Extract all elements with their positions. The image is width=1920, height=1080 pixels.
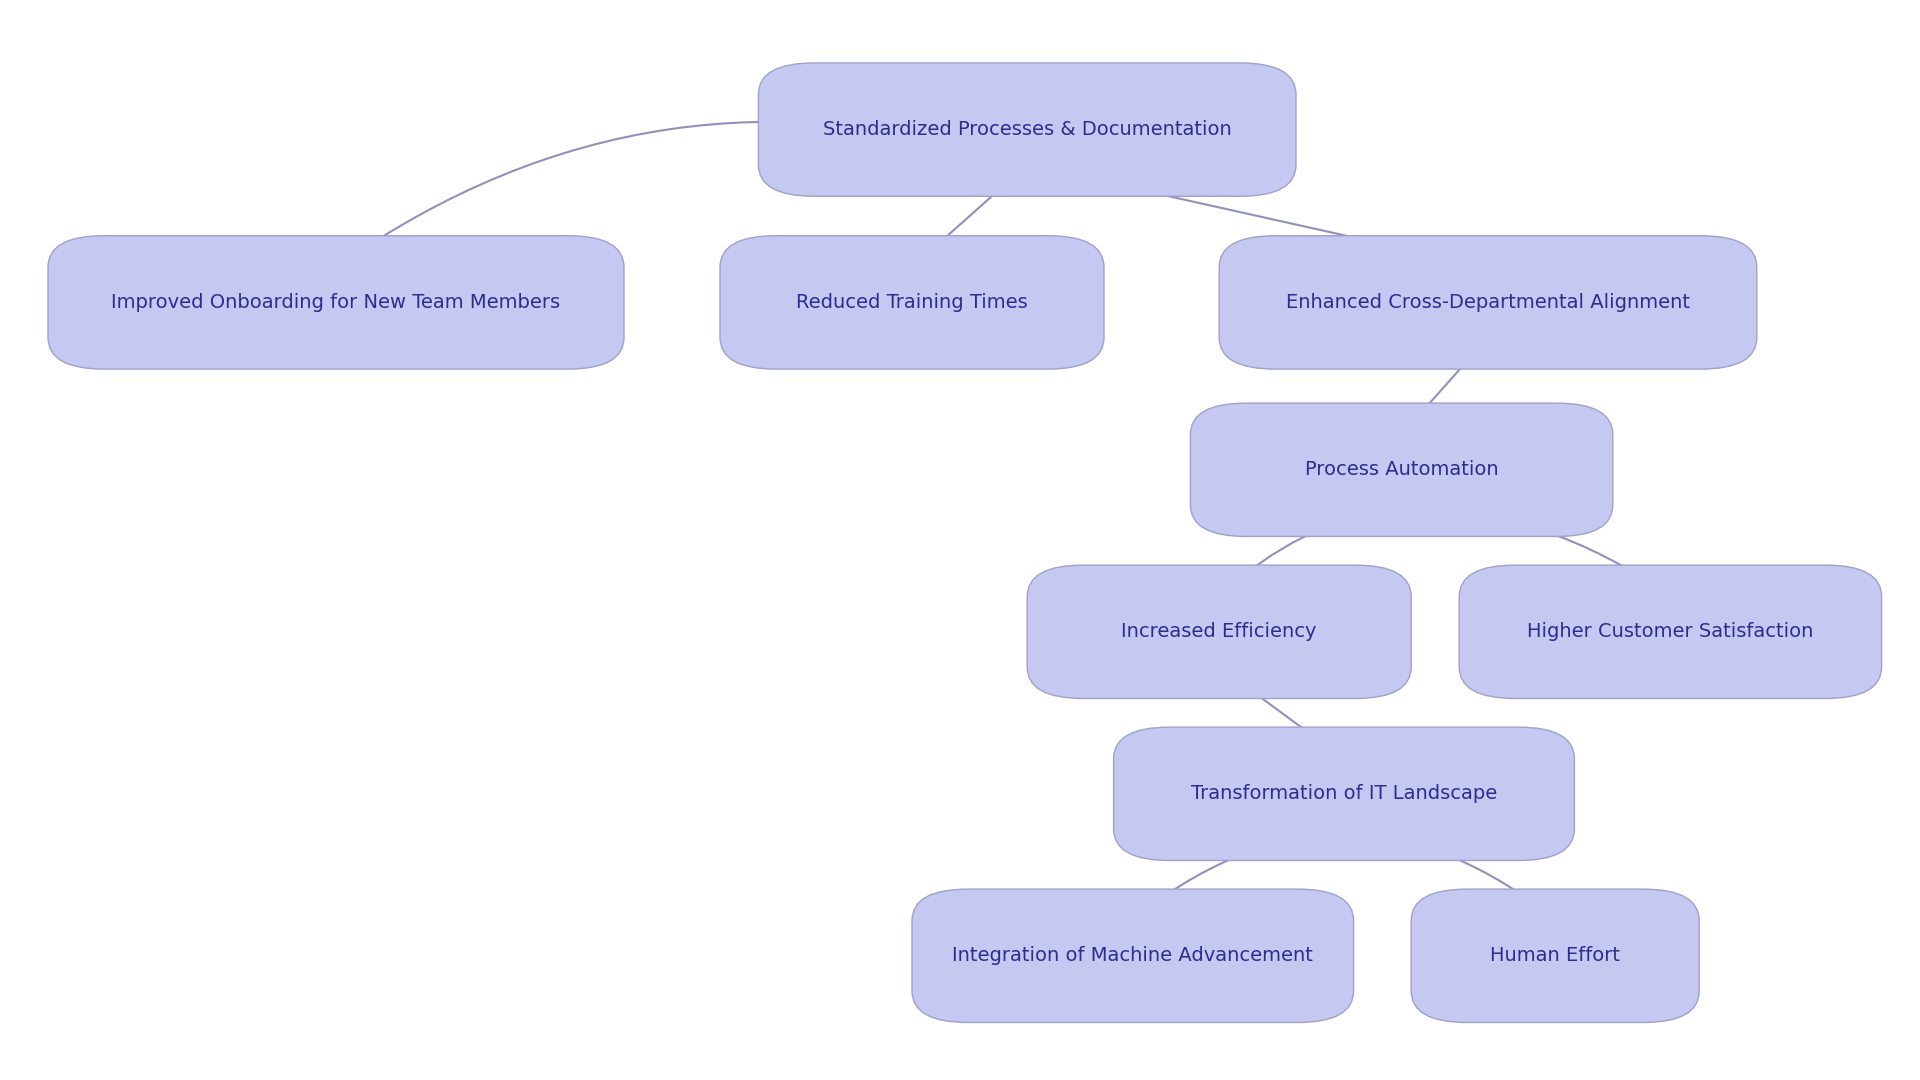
FancyBboxPatch shape (720, 235, 1104, 369)
Text: Human Effort: Human Effort (1490, 946, 1620, 966)
FancyBboxPatch shape (912, 889, 1354, 1023)
Text: Process Automation: Process Automation (1306, 460, 1498, 480)
FancyBboxPatch shape (1219, 235, 1757, 369)
Text: Transformation of IT Landscape: Transformation of IT Landscape (1190, 784, 1498, 804)
FancyBboxPatch shape (1459, 565, 1882, 699)
FancyBboxPatch shape (48, 235, 624, 369)
FancyBboxPatch shape (758, 63, 1296, 197)
FancyBboxPatch shape (1027, 565, 1411, 699)
Text: Enhanced Cross-Departmental Alignment: Enhanced Cross-Departmental Alignment (1286, 293, 1690, 312)
Text: Integration of Machine Advancement: Integration of Machine Advancement (952, 946, 1313, 966)
FancyBboxPatch shape (1190, 403, 1613, 537)
FancyBboxPatch shape (1411, 889, 1699, 1023)
Text: Improved Onboarding for New Team Members: Improved Onboarding for New Team Members (111, 293, 561, 312)
Text: Reduced Training Times: Reduced Training Times (797, 293, 1027, 312)
Text: Standardized Processes & Documentation: Standardized Processes & Documentation (824, 120, 1231, 139)
FancyBboxPatch shape (1114, 727, 1574, 861)
Text: Increased Efficiency: Increased Efficiency (1121, 622, 1317, 642)
Text: Higher Customer Satisfaction: Higher Customer Satisfaction (1526, 622, 1814, 642)
